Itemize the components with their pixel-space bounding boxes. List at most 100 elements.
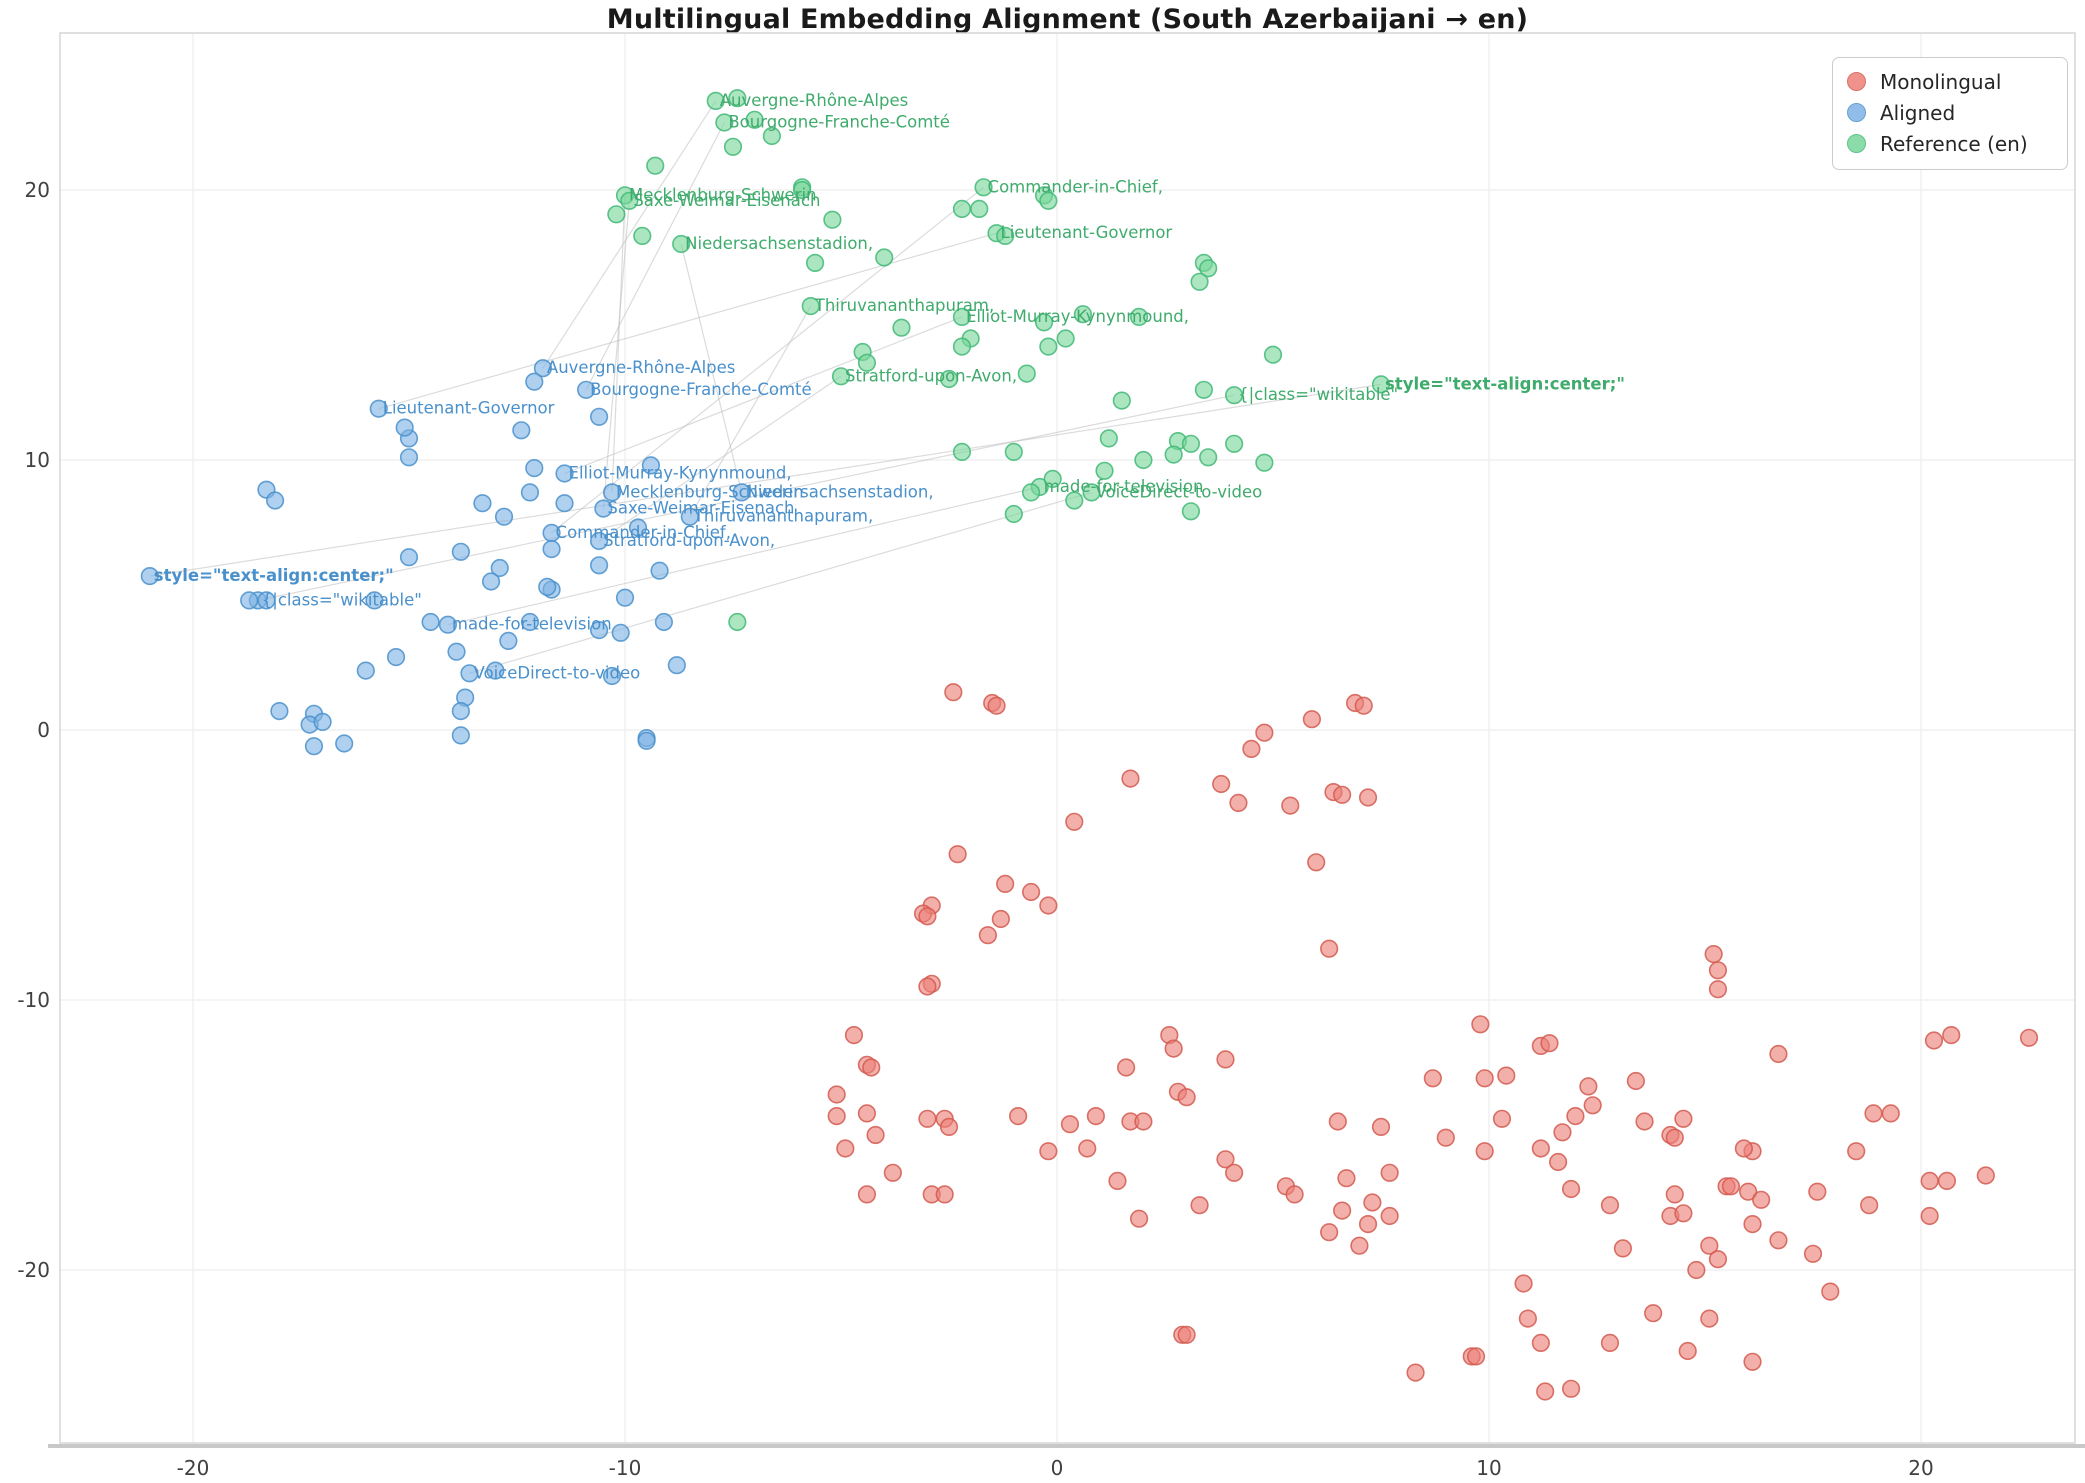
aligned-point <box>438 615 457 634</box>
reference-point <box>952 307 972 327</box>
aligned-point <box>520 612 540 632</box>
monolingual-point <box>1117 1058 1136 1077</box>
monolingual-point <box>1847 1142 1866 1161</box>
reference-point-label: Stratford-upon-Avon, <box>845 366 1017 385</box>
monolingual-point <box>1821 1282 1840 1301</box>
monolingual-point <box>1583 1096 1602 1115</box>
aligned-point <box>602 483 622 502</box>
reference-point-label: Thiruvananthapuram, <box>814 296 994 315</box>
monolingual-point <box>1540 1034 1559 1053</box>
monolingual-point <box>1674 1109 1693 1128</box>
aligned-point <box>399 448 419 467</box>
aligned-point <box>421 612 440 632</box>
aligned-point <box>265 491 285 510</box>
monolingual-point <box>1078 1139 1097 1158</box>
monolingual-point <box>857 1104 877 1123</box>
aligned-point <box>555 464 574 483</box>
aligned-point <box>257 591 276 610</box>
reference-point <box>1199 259 1218 278</box>
reference-point <box>1004 442 1023 462</box>
monolingual-point <box>1216 1150 1235 1169</box>
reference-point-label: Bourgogne-Franche-Comté <box>728 113 950 132</box>
legend-item: Monolingual <box>1847 66 2053 97</box>
monolingual-point <box>1358 788 1378 807</box>
reference-point <box>1021 483 1041 502</box>
aligned-point <box>577 380 596 399</box>
aligned-point <box>525 459 544 478</box>
monolingual-point <box>1039 1142 1058 1161</box>
reference-point <box>646 156 665 175</box>
reference-point <box>1043 469 1062 489</box>
monolingual-point <box>1497 1066 1516 1085</box>
aligned-point <box>270 701 289 721</box>
aligned-point <box>304 737 324 756</box>
monolingual-point <box>1549 1152 1568 1172</box>
y-tick-label: -10 <box>17 988 50 1012</box>
aligned-point <box>490 558 509 578</box>
monolingual-point <box>1302 710 1321 729</box>
aligned-point <box>451 701 470 721</box>
aligned-point <box>486 661 505 680</box>
monolingual-point <box>1700 1236 1719 1255</box>
aligned-point <box>520 483 540 502</box>
x-tick-label: 0 <box>1051 1456 1064 1480</box>
monolingual-point <box>1255 723 1274 742</box>
reference-point <box>857 353 877 372</box>
monolingual-point <box>1406 1363 1425 1382</box>
aligned-point <box>542 539 561 559</box>
reference-point <box>952 337 972 356</box>
reference-point <box>715 113 734 132</box>
monolingual-point <box>1803 1244 1823 1263</box>
monolingual-point <box>1566 1106 1585 1126</box>
aligned-point <box>399 548 419 567</box>
alignment-connector-line <box>602 200 630 509</box>
monolingual-point <box>1665 1128 1684 1147</box>
chart-title: Multilingual Embedding Alignment (South … <box>606 4 1529 35</box>
monolingual-point <box>918 907 937 926</box>
monolingual-point <box>1708 1250 1728 1269</box>
reference-point <box>1371 375 1391 394</box>
monolingual-point <box>1065 812 1084 831</box>
reference-point <box>1164 445 1183 464</box>
y-tick-label: 10 <box>25 448 50 472</box>
plot-border <box>59 32 2076 1444</box>
reference-point <box>801 297 820 316</box>
monolingual-point <box>827 1085 846 1104</box>
aligned-point-label: made-for-television <box>452 615 612 634</box>
y-tick-label: 0 <box>37 718 50 742</box>
aligned-point-label: Thiruvananthapuram, <box>693 507 873 526</box>
aligned-point <box>494 507 514 526</box>
alignment-connector-line <box>689 305 812 517</box>
monolingual-point <box>1436 1128 1455 1147</box>
aligned-point <box>473 494 492 513</box>
reference-point <box>974 178 993 197</box>
monolingual-point <box>996 874 1015 894</box>
reference-point <box>620 191 639 210</box>
aligned-point <box>447 642 466 661</box>
monolingual-point <box>1721 1177 1741 1196</box>
alignment-connector-line <box>598 375 842 542</box>
monolingual-point <box>1752 1190 1771 1209</box>
monolingual-point <box>1864 1104 1883 1123</box>
monolingual-point <box>1475 1069 1494 1088</box>
monolingual-point <box>1086 1106 1105 1126</box>
monolingual-point <box>1600 1333 1620 1352</box>
monolingual-point <box>1190 1196 1209 1215</box>
monolingual-point <box>827 1106 846 1126</box>
reference-point-label: Elliot-Murray-Kynynmound, <box>966 307 1189 326</box>
reference-point-label: Niedersachsenstadion, <box>685 234 873 253</box>
reference-point <box>1199 448 1218 467</box>
monolingual-point <box>1561 1179 1581 1199</box>
monolingual-point <box>918 977 937 996</box>
reference-point-label: style="text-align:center;" <box>1385 374 1625 393</box>
monolingual-point <box>857 1185 877 1204</box>
monolingual-point <box>883 1163 902 1182</box>
monolingual-point <box>1700 1309 1719 1328</box>
monolingual-point <box>1553 1123 1572 1142</box>
legend-label: Reference (en) <box>1880 131 2028 156</box>
aligned-point <box>654 612 673 632</box>
reference-point-label: Lieutenant-Governor <box>1001 223 1173 242</box>
monolingual-point <box>1320 939 1339 958</box>
aligned-point <box>386 647 406 667</box>
monolingual-point <box>1743 1352 1762 1371</box>
